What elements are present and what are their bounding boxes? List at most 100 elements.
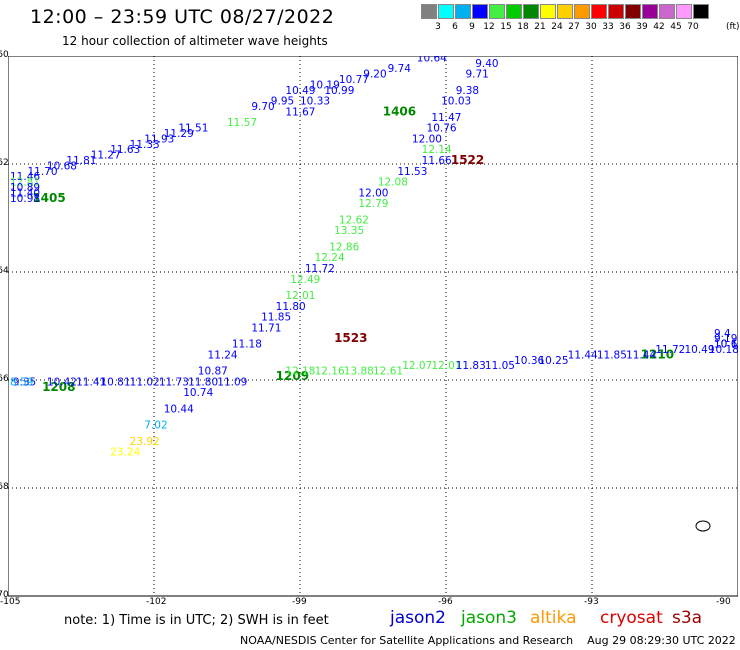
footnote: note: 1) Time is in UTC; 2) SWH is in fe… [64,613,329,628]
wave-height-value: 10.98 [10,193,40,205]
wave-height-value: 11.70 [27,166,57,178]
wave-height-value: 10.12 [714,339,738,351]
wave-height-value: 7.02 [144,420,167,432]
wave-height-value: 11.05 [485,360,515,372]
wave-height-value: 11.85 [597,349,627,361]
track-time-label: 1209 [276,369,309,383]
colorbar-swatch [523,4,539,19]
wave-height-value: 10.64 [417,56,447,64]
colorbar-label: 30 [585,22,597,32]
wave-height-value: 11.72 [655,344,685,356]
wave-height-value: 10.77 [339,74,369,86]
satellite-jason3: jason3 [461,608,517,628]
wave-height-value: 10.49 [684,344,714,356]
wave-height-value: 12.01 [285,290,315,302]
wave-height-map[interactable]: 14051406152115221523120812091210 10.6310… [8,56,738,606]
wave-height-value: 10.18 [709,344,738,356]
timestamp: Aug 29 08:29:30 UTC 2022 [587,634,736,647]
credit-line: NOAA/NESDIS Center for Satellite Applica… [240,634,736,647]
wave-height-value: 10.49 [285,85,315,97]
wave-height-value: 10.76 [427,123,457,135]
colorbar-swatch [557,4,573,19]
colorbar-swatch [608,4,624,19]
latitude-label: -68 [0,482,9,492]
wave-height-value: 9.35 [13,376,36,388]
wave-height-value: 12.24 [315,252,345,264]
wave-height-value: 13.35 [334,225,364,237]
colorbar-label: 33 [602,22,614,32]
wave-height-value: 11.81 [66,155,96,167]
colorbar-swatch [438,4,454,19]
colorbar-label: 27 [568,22,580,32]
colorbar-swatch [472,4,488,19]
map-grid [8,56,738,596]
latitude-label: -60 [0,50,9,60]
colorbar-label: 24 [551,22,563,32]
colorbar-label: 9 [469,22,475,32]
wave-height-value: 12.01 [431,360,461,372]
page-title: 12:00 – 23:59 UTC 08/27/2022 [30,6,335,28]
wave-height-value: 11.29 [164,128,194,140]
wave-height-value: 12.86 [329,241,359,253]
wave-height-value: 11.80 [276,301,306,313]
wave-height-value: 10.74 [183,387,213,399]
wave-height-value: 9.4 [714,328,731,340]
wave-height-value: 10.81 [100,376,130,388]
wave-height-value: 11.51 [178,123,208,135]
track-time-label: 1210 [641,347,674,361]
wave-height-value: 11.18 [232,339,262,351]
colorbar-swatch [574,4,590,19]
longitude-label: -102 [146,597,167,607]
wave-height-value: 11.67 [285,106,315,118]
wave-height-value: 12.07 [402,360,432,372]
wave-height-value: 11.44 [568,349,598,361]
colorbar-label: 45 [670,22,682,32]
wave-height-value: 9.95 [271,96,294,108]
track-time-label: 1208 [42,380,75,394]
wave-height-value: 12.61 [373,366,403,378]
observation-labels: 10.6310.649.409.749.209.7110.7710.199.38… [10,56,738,459]
colorbar-label: 70 [687,22,699,32]
wave-height-value: 10.36 [514,355,544,367]
wave-height-value: 11.24 [208,349,238,361]
wave-height-value: 10.89 [10,182,40,194]
colorbar-swatch [693,4,709,19]
wave-height-value: 10.03 [441,96,471,108]
wave-height-value: 10.19 [310,79,340,91]
wave-height-value: 11.66 [422,155,452,167]
latitude-label: -62 [0,158,9,168]
satellite-cryosat: cryosat [600,608,663,628]
wave-height-value: 12.81 [10,177,40,189]
colorbar-unit: (ft) [726,22,740,32]
colorbar-swatch [489,4,505,19]
wave-height-value: 11.09 [217,376,247,388]
wave-height-value: 12.14 [422,144,452,156]
wave-height-value: 11.33 [130,139,160,151]
track-labels: 14051406152115221523120812091210 [32,104,674,394]
satellite-jason2: jason2 [390,608,446,628]
wave-height-value: 11.46 [10,171,40,183]
colorbar-swatch [659,4,675,19]
wave-height-value: 9.71 [465,69,488,81]
wave-height-value: 10.25 [538,355,568,367]
colorbar-label: 3 [435,22,441,32]
track-time-label: 1405 [32,191,65,205]
track-time-label: 1523 [334,331,367,345]
wave-height-value: 9.38 [456,85,479,97]
wave-height-value: 10.33 [300,96,330,108]
track-time-label: 1406 [383,104,416,118]
longitude-label: -105 [0,597,21,607]
wave-height-value: 23.92 [130,436,160,448]
wave-height-value: 8.59 [10,376,33,388]
wave-height-value: 9.19 [714,333,737,345]
colorbar-swatch [625,4,641,19]
satellite-altika: altika [530,608,577,628]
wave-height-value: 9.40 [475,58,498,70]
wave-height-value: 12.00 [358,187,388,199]
wave-height-value: 11.44 [626,349,656,361]
wave-height-value: 11.71 [251,322,281,334]
wave-height-value: 9.74 [388,63,412,75]
colorbar-label: 39 [636,22,648,32]
wave-height-value: 9.20 [363,69,386,81]
satellite-s3a: s3a [672,608,703,628]
